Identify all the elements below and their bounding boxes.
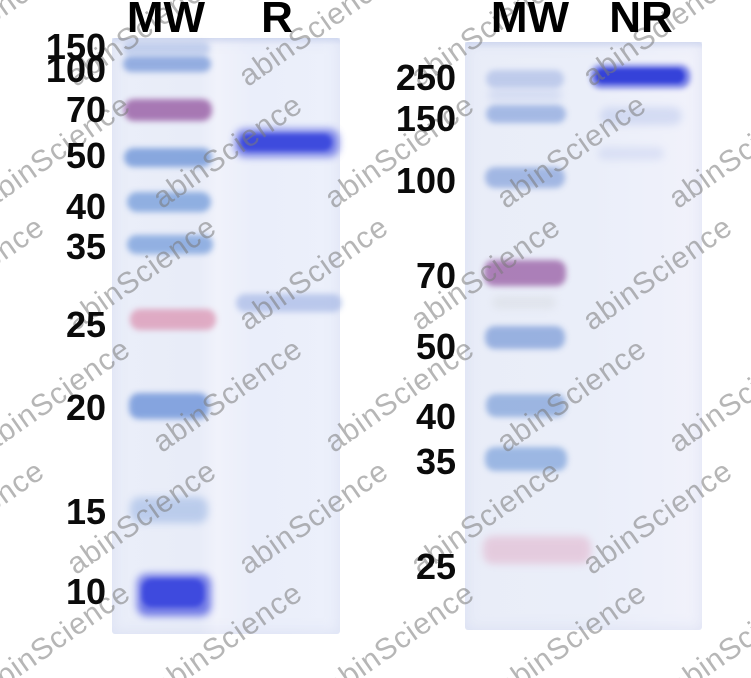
right-ladder-150kda-band xyxy=(486,105,566,123)
right-ladder-40kda-band xyxy=(486,394,566,417)
right-ladder-250kda-sub-band xyxy=(488,89,562,101)
mw-label-35-left: 35 xyxy=(65,226,106,267)
right-sample-nr-faint-1-band xyxy=(600,107,682,125)
mw-label-35-right: 35 xyxy=(415,441,456,482)
mw-label-40-right: 40 xyxy=(415,396,456,437)
left-ladder-15kda-band xyxy=(130,497,208,523)
right-ladder-70kda-sub-band xyxy=(492,296,556,309)
mw-label-25-left: 25 xyxy=(65,304,106,345)
mw-label-15-left: 15 xyxy=(65,491,106,532)
left-ladder-40kda-band xyxy=(127,192,211,212)
lane-header-mw-left: MW xyxy=(126,0,206,42)
right-ladder-50kda-band xyxy=(485,326,565,349)
mw-label-20-left: 20 xyxy=(65,387,106,428)
left-ladder-35kda-band xyxy=(127,235,213,254)
mw-label-100-right: 100 xyxy=(395,160,456,201)
left-ladder-50kda-band xyxy=(124,148,212,167)
right-sample-nr-250kda-core-band xyxy=(596,69,684,83)
right-ladder-35kda-band xyxy=(485,447,567,471)
mw-label-150-right: 150 xyxy=(395,98,456,139)
left-sample-r-55kda-core-band xyxy=(240,134,332,151)
mw-label-10-left: 10 xyxy=(65,571,106,612)
mw-label-50-left: 50 xyxy=(65,135,106,176)
lane-header-mw-right: MW xyxy=(490,0,570,42)
left-ladder-20kda-band xyxy=(129,393,209,419)
right-ladder-25kda-band xyxy=(483,536,591,564)
mw-label-70-right: 70 xyxy=(415,255,456,296)
lane-header-nr: NR xyxy=(609,0,673,42)
lane-header-r: R xyxy=(261,0,293,42)
left-ladder-100kda-band xyxy=(123,56,211,72)
mw-label-50-right: 50 xyxy=(415,326,456,367)
left-ladder-25kda-band xyxy=(130,309,216,330)
mw-label-25-right: 25 xyxy=(415,546,456,587)
left-ladder-70kda-band xyxy=(124,99,212,121)
left-ladder-10kda-core-band xyxy=(142,579,204,607)
right-ladder-100kda-band xyxy=(485,167,565,188)
left-sample-r-27kda-band xyxy=(236,294,342,312)
mw-label-40-left: 40 xyxy=(65,186,106,227)
right-ladder-70kda-band xyxy=(484,260,566,286)
mw-label-250-right: 250 xyxy=(395,57,456,98)
right-sample-nr-faint-2-band xyxy=(598,147,664,160)
mw-label-150-left: 150 xyxy=(45,26,106,67)
mw-label-70-left: 70 xyxy=(65,89,106,130)
right-ladder-250kda-band xyxy=(486,70,564,88)
mw-label-100-left: 100 xyxy=(45,49,106,90)
left-ladder-150kda-band xyxy=(123,42,210,55)
